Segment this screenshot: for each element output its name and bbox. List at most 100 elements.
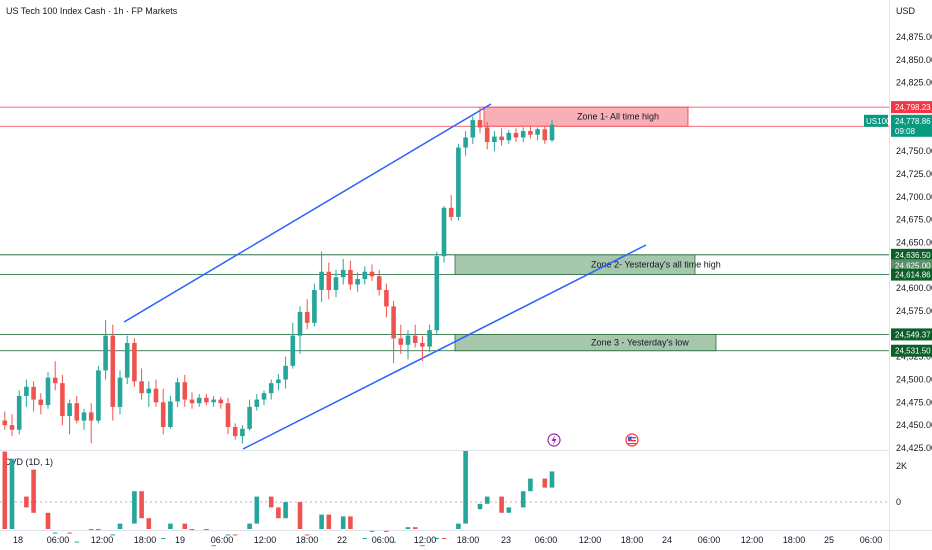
us-flag-icon[interactable] — [625, 433, 639, 447]
cvd-bar — [319, 514, 324, 529]
candle-body[interactable] — [340, 269, 346, 278]
candle-body[interactable] — [520, 131, 526, 138]
candle-body[interactable] — [434, 256, 440, 331]
candle-body[interactable] — [16, 395, 22, 430]
candle-body[interactable] — [96, 370, 101, 421]
candle-body[interactable] — [513, 132, 519, 138]
candle-body[interactable] — [45, 377, 51, 406]
candle-body[interactable] — [412, 335, 418, 343]
candle-body[interactable] — [225, 403, 231, 427]
candle-body[interactable] — [52, 377, 58, 384]
candle-body[interactable] — [463, 137, 468, 148]
candle-body[interactable] — [196, 397, 202, 404]
candle-body[interactable] — [506, 132, 512, 141]
candle-body[interactable] — [232, 426, 238, 437]
candle-body[interactable] — [67, 403, 72, 417]
candle-body[interactable] — [139, 381, 144, 394]
candle-body[interactable] — [132, 342, 137, 382]
time-axis[interactable]: 18 06:00 12:00 18:00 19 06:00 12:00 18:00 22 06:0… — [13, 535, 882, 545]
candle-body[interactable] — [261, 393, 267, 400]
candle-body[interactable] — [182, 382, 188, 400]
cvd-bar — [499, 496, 504, 513]
candle-body[interactable] — [218, 399, 224, 404]
candle-body[interactable] — [38, 399, 44, 406]
candle-body[interactable] — [60, 383, 65, 417]
candle-body[interactable] — [528, 131, 533, 135]
candle-body[interactable] — [312, 289, 317, 323]
candle-body[interactable] — [376, 276, 382, 290]
candle-body[interactable] — [81, 412, 87, 421]
candle-body[interactable] — [110, 335, 116, 407]
candle-body[interactable] — [254, 399, 260, 407]
candle-body[interactable] — [146, 388, 152, 394]
candle-body[interactable] — [124, 342, 130, 378]
candle-body[interactable] — [24, 386, 29, 396]
candle-body[interactable] — [319, 271, 324, 290]
cvd-bar — [348, 516, 353, 529]
candle-body[interactable] — [470, 120, 476, 138]
candle-body[interactable] — [31, 386, 36, 400]
candle-body[interactable] — [283, 365, 288, 380]
candle-body[interactable] — [369, 271, 375, 277]
candle-body[interactable] — [441, 207, 447, 257]
zone-box[interactable] — [454, 334, 717, 352]
candle-body[interactable] — [405, 335, 411, 345]
candle-body[interactable] — [333, 277, 339, 290]
candle-body[interactable] — [398, 338, 404, 345]
candle-body[interactable] — [348, 269, 353, 285]
candle-body[interactable] — [448, 207, 454, 217]
cvd-bar — [189, 529, 195, 530]
price-axis[interactable]: 24,875.0024,850.0024,825.0024,800.0024,7… — [896, 32, 932, 453]
candle-body[interactable] — [484, 127, 490, 143]
candle-body[interactable] — [240, 428, 245, 437]
candle-body[interactable] — [74, 403, 80, 421]
time-axis-label: 18:00 — [783, 535, 806, 545]
cvd-bar — [146, 518, 152, 529]
candle-body[interactable] — [427, 330, 432, 347]
candle-body[interactable] — [542, 129, 548, 141]
candle-body[interactable] — [477, 120, 483, 128]
candle-body[interactable] — [535, 129, 540, 135]
candle-body[interactable] — [420, 342, 425, 347]
candle-body[interactable] — [153, 388, 159, 403]
candle-body[interactable] — [384, 289, 389, 307]
candle-body[interactable] — [2, 420, 8, 426]
candle-body[interactable] — [175, 382, 180, 402]
candle-body[interactable] — [103, 335, 108, 371]
candle-body[interactable] — [88, 412, 94, 421]
candle-body[interactable] — [189, 399, 195, 404]
candle-body[interactable] — [499, 136, 504, 141]
candle-body[interactable] — [117, 377, 123, 407]
candle-body[interactable] — [290, 335, 296, 366]
candle-body[interactable] — [549, 124, 555, 141]
lower-trend-line[interactable] — [242, 244, 647, 450]
cvd-bar — [441, 538, 447, 539]
candle-body[interactable] — [168, 401, 173, 427]
zone-box[interactable] — [454, 254, 696, 275]
candle-body[interactable] — [9, 425, 15, 430]
zone-box[interactable] — [483, 106, 689, 127]
candle-body[interactable] — [297, 311, 303, 336]
candle-body[interactable] — [362, 271, 368, 280]
candle-body[interactable] — [326, 271, 332, 290]
candle-body[interactable] — [456, 147, 461, 217]
upper-trend-line[interactable] — [123, 103, 492, 323]
candle-body[interactable] — [304, 311, 310, 323]
candle-body[interactable] — [268, 383, 274, 394]
time-axis-label: 19 — [175, 535, 185, 545]
candle-body[interactable] — [276, 379, 281, 384]
lightning-icon[interactable] — [547, 433, 561, 447]
candle-body[interactable] — [492, 136, 497, 143]
cvd-bar — [456, 523, 461, 529]
candle-body[interactable] — [204, 397, 209, 403]
candle-body[interactable] — [355, 279, 360, 285]
candle-body[interactable] — [391, 306, 396, 339]
price-axis-label: 24,850.00 — [896, 55, 932, 65]
candle-body[interactable] — [160, 402, 166, 427]
candle-body[interactable] — [247, 406, 252, 429]
candle-body[interactable] — [211, 399, 216, 403]
cvd-indicator-label[interactable]: CVD (1D, 1) — [4, 457, 53, 467]
price-axis-label: 24,875.00 — [896, 32, 932, 42]
